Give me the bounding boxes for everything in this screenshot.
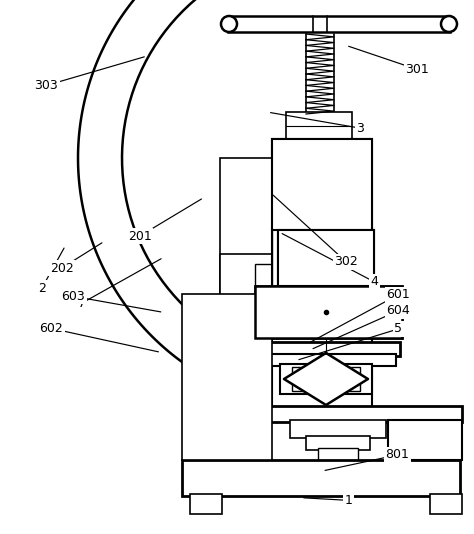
Text: 5: 5 <box>394 323 402 335</box>
Bar <box>290 420 386 438</box>
Bar <box>220 158 272 414</box>
Text: 604: 604 <box>386 304 410 317</box>
Bar <box>272 139 372 230</box>
Text: 801: 801 <box>385 449 409 461</box>
Text: 202: 202 <box>50 262 73 274</box>
Bar <box>272 228 372 414</box>
Text: 601: 601 <box>386 288 410 301</box>
Bar <box>262 342 400 356</box>
Bar <box>270 354 396 366</box>
Text: 303: 303 <box>35 79 58 92</box>
Bar <box>308 177 332 199</box>
Text: 201: 201 <box>128 230 152 242</box>
Bar <box>270 292 387 332</box>
Bar <box>182 294 272 460</box>
Text: 603: 603 <box>62 290 85 303</box>
Circle shape <box>441 16 457 32</box>
Bar <box>280 364 372 394</box>
Bar <box>272 139 372 230</box>
Text: 4: 4 <box>371 276 378 288</box>
Bar <box>272 229 290 296</box>
Bar <box>286 112 352 140</box>
Bar <box>218 406 462 422</box>
Bar <box>182 460 460 496</box>
Bar <box>255 286 402 338</box>
Bar <box>220 254 372 296</box>
Text: 7: 7 <box>78 297 85 310</box>
Bar <box>273 140 371 229</box>
Bar <box>80 0 275 404</box>
Text: 1: 1 <box>345 494 352 507</box>
Text: 3: 3 <box>356 122 364 135</box>
Text: 602: 602 <box>39 322 63 335</box>
Bar <box>388 420 462 460</box>
Bar <box>278 230 374 286</box>
Text: 302: 302 <box>334 255 358 268</box>
Text: 301: 301 <box>405 63 429 76</box>
Polygon shape <box>284 353 368 405</box>
Bar <box>306 436 370 450</box>
Bar <box>318 448 358 462</box>
Bar <box>255 264 275 286</box>
Text: 2: 2 <box>38 282 46 295</box>
Circle shape <box>221 16 237 32</box>
Bar <box>255 286 402 338</box>
Bar <box>228 16 450 32</box>
Bar <box>190 494 222 514</box>
Polygon shape <box>78 0 339 410</box>
Bar <box>430 494 462 514</box>
Bar <box>292 367 360 391</box>
Bar <box>278 230 374 286</box>
